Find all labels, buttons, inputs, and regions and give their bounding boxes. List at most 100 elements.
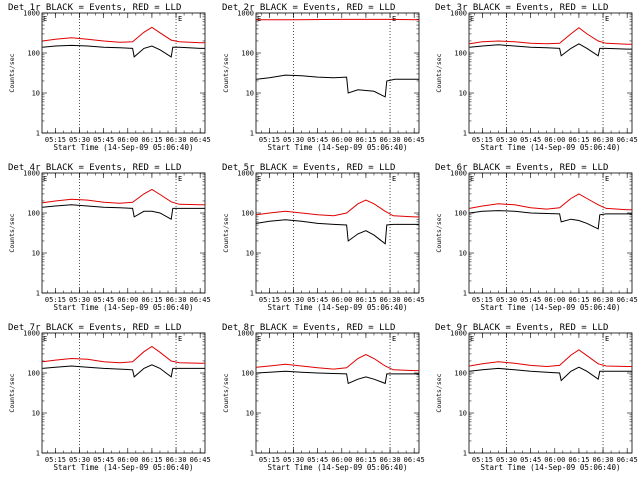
x-tick-label: 05:15 [45,456,66,464]
x-axis-label: Start Time (14-Sep-09 05:06:40) [481,143,621,152]
x-axis-label: Start Time (14-Sep-09 05:06:40) [54,463,194,472]
series-line-lld [42,345,205,364]
y-tick-label: 10 [32,410,40,418]
plot-frame [468,12,633,134]
y-tick-label: 10 [246,90,254,98]
x-tick-label: 06:45 [190,296,211,304]
y-tick-label: 100 [241,370,254,378]
corner-label-right: E [392,175,396,183]
x-tick-label: 05:30 [283,456,304,464]
corner-label-right: E [605,335,609,343]
plot-title: Det 4r BLACK = Events, RED = LLD [8,163,181,173]
x-tick-label: 05:15 [472,296,493,304]
y-axis-label: Counts/sec [435,53,443,92]
x-tick-label: 06:45 [190,456,211,464]
corner-label-left: E [43,15,47,23]
series-line-lld [469,193,632,211]
y-tick-label: 100 [241,210,254,218]
detector-plot-9: Det 9r BLACK = Events, RED = LLD 1 10 100 10… [435,323,638,472]
plot-frame [255,12,420,134]
x-tick-label: 06:15 [568,456,589,464]
y-tick-label: 10 [459,250,467,258]
x-tick-label: 06:30 [380,136,401,144]
y-tick-label: 100 [454,370,467,378]
x-tick-label: 05:45 [93,136,114,144]
x-tick-label: 06:45 [617,136,638,144]
y-tick-label: 1 [36,290,40,298]
y-tick-label: 1 [36,130,40,138]
y-tick-label: 1 [463,130,467,138]
y-tick-label: 100 [27,50,40,58]
y-axis-label: Counts/sec [222,213,230,252]
x-tick-label: 05:15 [259,296,280,304]
series-line-events [42,44,205,58]
x-tick-label: 06:45 [404,456,425,464]
x-tick-label: 06:30 [593,296,614,304]
corner-label-left: E [43,175,47,183]
plot-title: Det 5r BLACK = Events, RED = LLD [222,163,395,173]
detector-plot-1: Det 1r BLACK = Events, RED = LLD 1 10 100 10… [8,3,211,152]
plot-title: Det 1r BLACK = Events, RED = LLD [8,3,181,13]
x-tick-label: 05:15 [45,136,66,144]
x-tick-label: 06:30 [593,456,614,464]
x-tick-label: 06:00 [331,456,352,464]
x-tick-label: 05:15 [472,456,493,464]
x-tick-label: 06:00 [117,136,138,144]
y-tick-label: 1000 [237,330,254,338]
detector-plot-6: Det 6r BLACK = Events, RED = LLD 1 10 100 10… [435,163,638,312]
y-tick-label: 1 [463,290,467,298]
x-tick-label: 06:45 [190,136,211,144]
y-tick-label: 1000 [23,170,40,178]
x-tick-label: 05:30 [496,136,517,144]
x-axis-label: Start Time (14-Sep-09 05:06:40) [54,143,194,152]
x-tick-label: 06:30 [166,136,187,144]
y-tick-label: 1000 [450,10,467,18]
series-line-events [256,74,419,98]
x-tick-label: 06:30 [593,136,614,144]
x-axis-label: Start Time (14-Sep-09 05:06:40) [54,303,194,312]
detector-plot-3: Det 3r BLACK = Events, RED = LLD 1 10 100 10… [435,3,638,152]
plot-frame [41,332,206,454]
y-axis-label: Counts/sec [222,373,230,412]
x-axis-label: Start Time (14-Sep-09 05:06:40) [268,303,408,312]
y-tick-label: 10 [32,250,40,258]
corner-label-left: E [470,335,474,343]
plot-title: Det 3r BLACK = Events, RED = LLD [435,3,608,13]
x-tick-label: 06:00 [331,136,352,144]
corner-label-left: E [470,175,474,183]
corner-label-right: E [178,15,182,23]
x-tick-label: 06:00 [544,456,565,464]
corner-label-right: E [178,175,182,183]
x-tick-label: 05:15 [259,136,280,144]
x-tick-label: 06:30 [166,456,187,464]
y-tick-label: 100 [241,50,254,58]
y-tick-label: 10 [246,410,254,418]
y-tick-label: 100 [27,210,40,218]
plot-frame [255,172,420,294]
plot-frame [468,172,633,294]
corner-label-right: E [178,335,182,343]
x-tick-label: 05:45 [520,296,541,304]
x-axis-label: Start Time (14-Sep-09 05:06:40) [268,463,408,472]
series-line-lld [256,199,419,218]
plot-frame [468,332,633,454]
y-axis-label: Counts/sec [8,213,16,252]
corner-label-right: E [605,15,609,23]
corner-label-left: E [470,15,474,23]
x-tick-label: 05:45 [307,296,328,304]
y-axis-label: Counts/sec [222,53,230,92]
x-tick-label: 05:45 [307,456,328,464]
x-axis-label: Start Time (14-Sep-09 05:06:40) [481,303,621,312]
x-tick-label: 06:15 [141,296,162,304]
x-tick-label: 06:15 [141,456,162,464]
plot-title: Det 2r BLACK = Events, RED = LLD [222,3,395,13]
series-line-lld [256,353,419,372]
y-tick-label: 1000 [23,10,40,18]
y-axis-label: Counts/sec [8,373,16,412]
x-tick-label: 06:15 [141,136,162,144]
x-tick-label: 06:30 [166,296,187,304]
series-line-lld [42,188,205,206]
x-tick-label: 06:15 [355,136,376,144]
y-tick-label: 1 [36,450,40,458]
